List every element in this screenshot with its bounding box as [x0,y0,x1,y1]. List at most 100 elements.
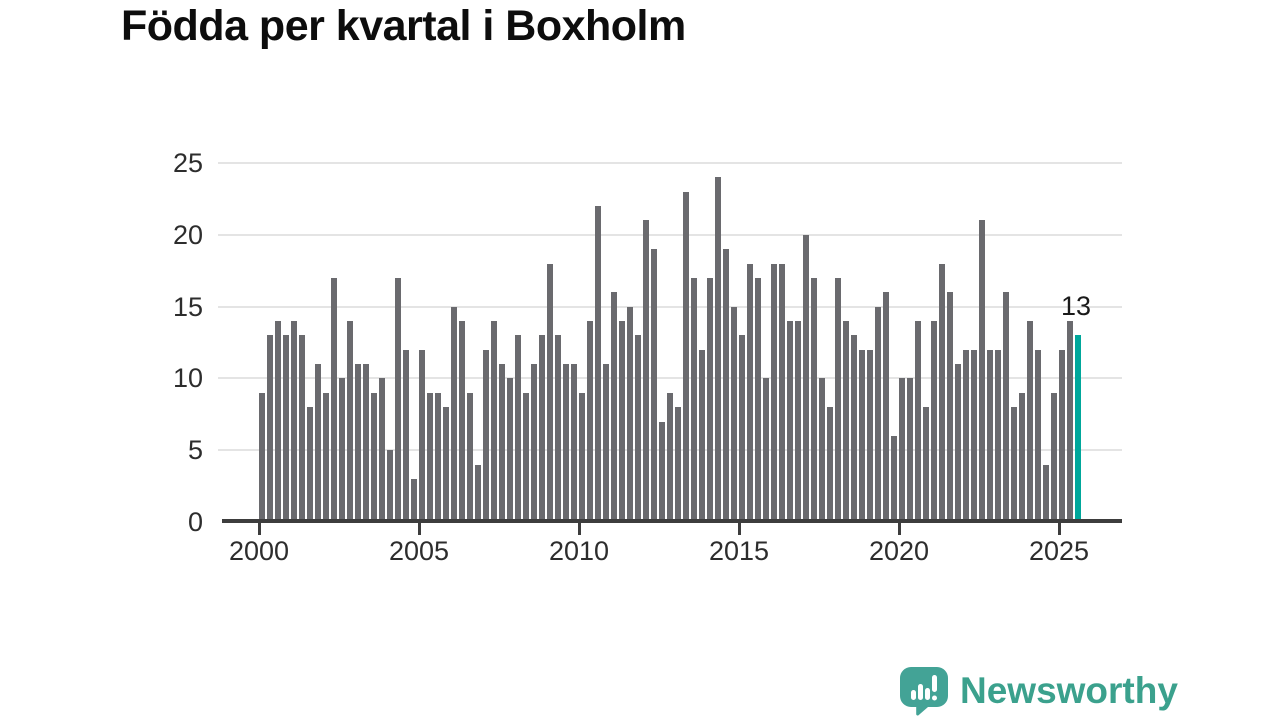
bar [427,392,433,522]
bar [835,277,841,522]
x-tick-2025 [1058,523,1061,535]
y-tick-label-25: 25 [172,148,203,178]
bar [907,378,913,522]
bar [595,206,601,522]
y-tick-label-10: 10 [172,363,203,394]
bar [419,349,425,522]
bar [755,277,761,522]
bar [1067,321,1073,522]
bar [315,364,321,522]
bar [899,378,905,522]
last-value-label: 13 [1060,291,1092,321]
bar [387,450,393,522]
bar [811,277,817,522]
bar [691,277,697,522]
bar [331,277,337,522]
bar [611,292,617,522]
bar [739,335,745,522]
bar [731,306,737,522]
bar [803,234,809,522]
x-tick-2010 [578,523,581,535]
bar [875,306,881,522]
bar [1003,292,1009,522]
bar [795,321,801,522]
bar [379,378,385,522]
bar [699,349,705,522]
bar [995,349,1001,522]
bar [267,335,273,522]
newsworthy-speech-bubble-icon [900,667,948,716]
bar [979,220,985,522]
bar [643,220,649,522]
bar [339,378,345,522]
bar [963,349,969,522]
x-tick-2015 [738,523,741,535]
bar [987,349,993,522]
newsworthy-logo: Newsworthy [899,666,1178,716]
bar [587,321,593,522]
bar [547,263,553,522]
bar [299,335,305,522]
bar [579,392,585,522]
bar [539,335,545,522]
x-tick-2005 [418,523,421,535]
bar [851,335,857,522]
bar [675,407,681,522]
bar [603,364,609,522]
bar [1011,407,1017,522]
bar [627,306,633,522]
bar [707,277,713,522]
x-tick-label-2005: 2005 [388,536,450,566]
bar [395,277,401,522]
bar [683,191,689,522]
y-tick-label-15: 15 [172,291,203,322]
bar [867,349,873,522]
bar [435,392,441,522]
gridline-10 [218,377,1122,380]
bar [723,249,729,522]
bar [411,478,417,522]
x-tick-label-2015: 2015 [708,536,770,566]
bar [779,263,785,522]
bar [883,292,889,522]
x-tick-label-2025: 2025 [1028,536,1090,566]
bar [1019,392,1025,522]
bar [475,464,481,522]
bar [323,392,329,522]
bar [891,435,897,522]
bar [443,407,449,522]
chart-title: Födda per kvartal i Boxholm [121,2,686,50]
y-tick-label-0: 0 [187,507,203,537]
x-tick-label-2010: 2010 [548,536,610,566]
bar [355,364,361,522]
bar [563,364,569,522]
bar [571,364,577,522]
bar [459,321,465,522]
y-tick-label-20: 20 [172,219,203,250]
bar [403,349,409,522]
bar [347,321,353,522]
gridline-25 [218,162,1122,164]
bar [747,263,753,522]
bar [259,392,265,522]
bar [275,321,281,522]
newsworthy-logo-text: Newsworthy [960,670,1178,711]
bar [715,177,721,522]
bar [819,378,825,522]
bar [939,263,945,522]
gridline-20 [218,233,1122,236]
bar [763,378,769,522]
bar [1027,321,1033,522]
bar [291,321,297,522]
bar [1059,349,1065,522]
x-tick-label-2000: 2000 [228,536,290,566]
x-tick-2000 [258,523,261,535]
bar [635,335,641,522]
x-tick-2020 [898,523,901,535]
bar [923,407,929,522]
bar [771,263,777,522]
bar [507,378,513,522]
bar [1051,392,1057,522]
bar [515,335,521,522]
